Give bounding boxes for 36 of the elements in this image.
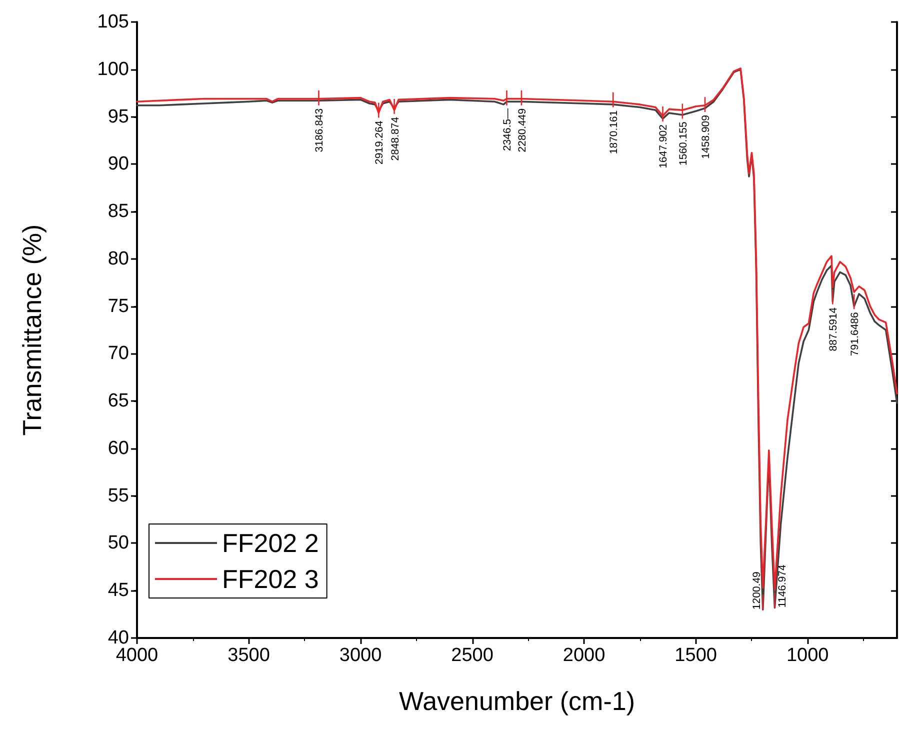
y-axis-title: Transmittance (%) — [17, 224, 47, 436]
y-tick-label: 95 — [108, 106, 129, 128]
y-tick-label: 90 — [108, 154, 129, 175]
annotation: 2280.449 — [516, 108, 528, 152]
annotation: 887.5914 — [828, 307, 840, 352]
y-tick-label: 65 — [108, 390, 129, 412]
annotation: 2346.5— — [502, 108, 514, 152]
annotation: 1458.909 — [700, 114, 712, 159]
annotation: 1870.161 — [608, 110, 620, 154]
annotation: 1146.974 — [776, 564, 789, 608]
x-tick-label: 3500 — [228, 645, 270, 666]
y-tick-label: 100 — [97, 58, 129, 80]
x-tick-label: 1500 — [674, 645, 717, 666]
x-tick-label: 2000 — [562, 645, 606, 666]
x-tick-label: 1000 — [786, 645, 829, 666]
y-tick-label: 105 — [97, 12, 129, 32]
y-tick-label: 70 — [108, 343, 129, 364]
y-tick-label: 55 — [108, 485, 129, 506]
y-tick-label: 50 — [108, 532, 129, 554]
annotation: 791.6486 — [849, 312, 862, 356]
annotation: 3186.843 — [314, 108, 326, 152]
legend-label: FF202 3 — [222, 564, 319, 594]
annotation: 1647.902 — [658, 124, 670, 168]
x-tick-label: 2500 — [451, 645, 494, 666]
y-tick-label: 75 — [108, 296, 129, 317]
y-tick-label: 80 — [108, 248, 129, 270]
y-tick-label: 60 — [108, 438, 129, 459]
annotation: 1560.155 — [677, 122, 690, 166]
y-tick-label: 85 — [108, 201, 129, 222]
annotation: 2848.874 — [389, 116, 402, 161]
legend-label: FF202 2 — [222, 528, 319, 558]
annotation: 1200.49 — [750, 571, 763, 610]
y-tick-label: 45 — [108, 580, 129, 602]
annotation: 2919.264 — [374, 120, 386, 165]
x-axis-title: Wavenumber (cm-1) — [399, 686, 635, 716]
x-tick-label: 3000 — [339, 645, 382, 666]
